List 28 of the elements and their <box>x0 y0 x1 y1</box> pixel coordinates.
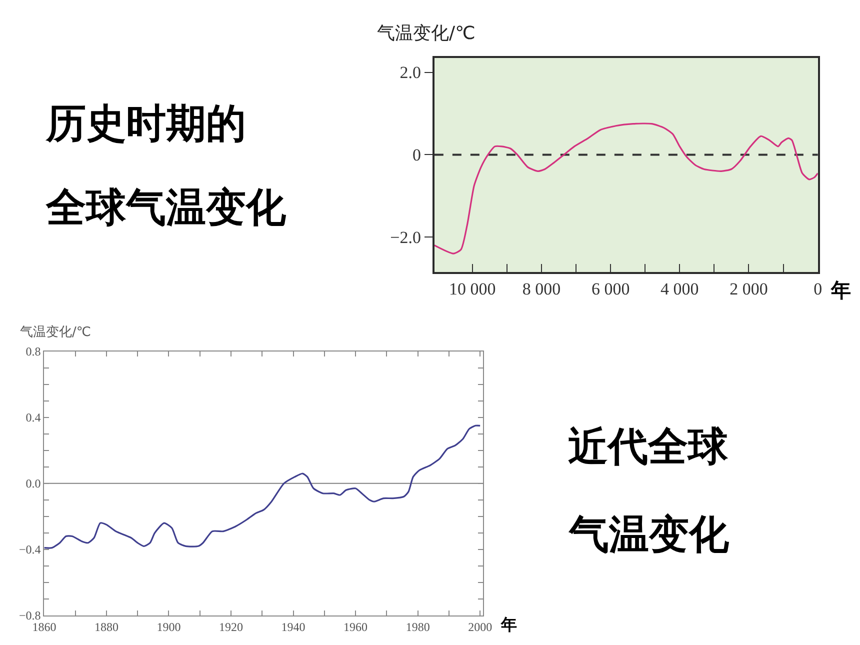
x-axis-title: 年 <box>500 615 517 634</box>
text: 历史时期的全球气温变化 <box>45 101 287 231</box>
x-tick-label: 8 000 <box>522 280 561 299</box>
x-tick-label: 1880 <box>94 620 118 634</box>
x-tick-label: 1960 <box>344 620 368 634</box>
text: 近代全球气温变化 <box>568 424 730 558</box>
x-tick-label: 4 000 <box>660 280 699 299</box>
x-axis-title: 年 <box>830 278 851 302</box>
x-tick-label: 1920 <box>219 620 244 634</box>
x-tick-label: 1940 <box>281 620 306 634</box>
y-tick-label: 0 <box>412 146 422 165</box>
y-tick-label: 2.0 <box>400 63 422 82</box>
y-tick-label: 0.8 <box>26 344 41 359</box>
x-tick-label: 2000 <box>468 620 492 634</box>
y-tick-label: −2.0 <box>390 228 422 248</box>
x-tick-label: 10 000 <box>449 280 496 299</box>
y-axis-title: 气温变化/℃ <box>377 23 476 44</box>
y-axis-title: 气温变化/℃ <box>20 325 91 340</box>
line-series <box>44 424 481 549</box>
y-tick-label: −0.4 <box>19 542 41 557</box>
y-tick-label: 0.0 <box>26 476 41 491</box>
x-tick-label: 6 000 <box>591 280 630 299</box>
x-tick-label: 1900 <box>156 620 181 634</box>
y-tick-label: 0.4 <box>26 410 41 425</box>
x-tick-label: 1980 <box>406 620 430 634</box>
x-tick-label: 0 <box>814 280 822 299</box>
line-series <box>434 122 818 254</box>
x-tick-label: 2 000 <box>730 280 768 299</box>
